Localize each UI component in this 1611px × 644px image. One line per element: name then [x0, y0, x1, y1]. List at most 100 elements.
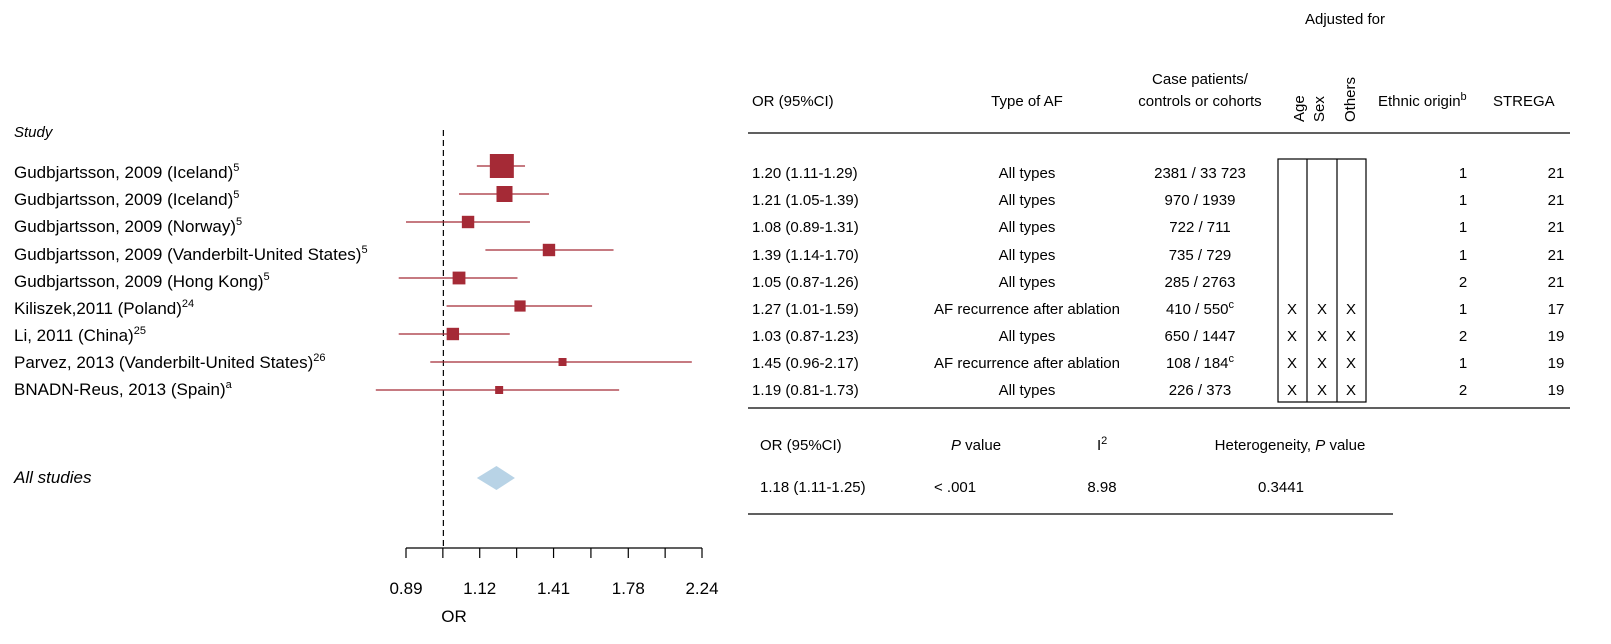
af-type-cell: All types	[999, 274, 1056, 291]
study-label-sup: a	[226, 379, 233, 391]
cases-cell: 970 / 1939	[1165, 192, 1236, 209]
study-label-text: Gudbjartsson, 2009 (Vanderbilt-United St…	[14, 245, 361, 264]
x-axis-ticks: 0.89 1.12 1.41 1.78 2.24	[389, 548, 719, 598]
strega-cell: 21	[1548, 192, 1565, 209]
pooled-estimate-diamond	[476, 466, 515, 490]
study-estimate-square	[446, 327, 460, 341]
summary-or-value: 1.18 (1.11-1.25)	[760, 479, 866, 496]
strega-cell: 19	[1548, 382, 1565, 399]
sex-adjusted-cell: X	[1317, 301, 1327, 318]
cases-text: 2381 / 33 723	[1154, 165, 1246, 182]
cases-cell: 2381 / 33 723	[1154, 165, 1246, 182]
summary-het-value: 0.3441	[1258, 479, 1304, 496]
cases-column-header-line2: controls or cohorts	[1138, 93, 1261, 110]
study-label-text: Li, 2011 (China)	[14, 326, 134, 345]
study-label-text: BNADN-Reus, 2013 (Spain)	[14, 380, 226, 399]
cases-text: 722 / 711	[1169, 219, 1230, 236]
summary-het-text: Heterogeneity,	[1215, 437, 1316, 454]
cases-cell: 410 / 550c	[1166, 299, 1235, 318]
study-estimate-square	[495, 386, 504, 394]
ethnic-cell: 1	[1459, 192, 1467, 209]
study-label: BNADN-Reus, 2013 (Spain)a	[14, 379, 233, 399]
strega-cell: 21	[1548, 165, 1565, 182]
ethnic-header-text: Ethnic origin	[1378, 93, 1461, 110]
af-type-cell: All types	[999, 328, 1056, 345]
study-label-sup: 5	[264, 271, 270, 283]
af-type-cell: All types	[999, 247, 1056, 264]
study-estimate-square	[461, 215, 475, 229]
age-adjusted-cell: X	[1287, 301, 1297, 318]
summary-i2-header: I2	[1097, 435, 1107, 454]
study-table: Adjusted for OR (95%CI) Type of AF Case …	[748, 11, 1570, 409]
study-label-sup: 5	[361, 244, 367, 256]
study-estimate-square	[496, 186, 513, 202]
study-estimate-square	[558, 358, 567, 366]
study-label: Parvez, 2013 (Vanderbilt-United States)2…	[14, 352, 325, 372]
af-type-cell: AF recurrence after ablation	[934, 301, 1120, 318]
x-tick-label: 1.41	[537, 579, 570, 598]
summary-p-letter: P	[951, 437, 961, 454]
strega-column-header: STREGA	[1493, 93, 1555, 110]
study-estimate-square	[452, 271, 466, 285]
or-ci-cell: 1.21 (1.05-1.39)	[752, 192, 859, 209]
summary-p-rest: value	[961, 437, 1001, 454]
cases-text: 226 / 373	[1169, 382, 1232, 399]
ethnic-cell: 2	[1459, 328, 1467, 345]
summary-het-p: P	[1315, 437, 1325, 454]
age-adjusted-cell: X	[1287, 328, 1297, 345]
study-label-text: Kiliszek,2011 (Poland)	[14, 299, 182, 318]
strega-cell: 17	[1548, 301, 1565, 318]
adjustment-grid-box	[1277, 158, 1367, 403]
study-label-sup: 26	[313, 352, 325, 364]
strega-cell: 19	[1548, 355, 1565, 372]
sex-adjusted-cell: X	[1317, 355, 1327, 372]
pooled-label: All studies	[13, 468, 92, 487]
cases-cell: 735 / 729	[1169, 247, 1232, 264]
or-ci-cell: 1.05 (0.87-1.26)	[752, 274, 859, 291]
age-adjusted-cell: X	[1287, 382, 1297, 399]
cases-text: 410 / 550	[1166, 301, 1229, 318]
cases-sup: c	[1229, 353, 1235, 365]
summary-table: OR (95%CI) P value I2 Heterogeneity, P v…	[748, 435, 1393, 515]
summary-i2-value: 8.98	[1087, 479, 1116, 496]
study-label: Kiliszek,2011 (Poland)24	[14, 298, 194, 318]
cases-cell: 226 / 373	[1169, 382, 1232, 399]
or-ci-cell: 1.39 (1.14-1.70)	[752, 247, 859, 264]
strega-cell: 21	[1548, 219, 1565, 236]
af-type-cell: All types	[999, 192, 1056, 209]
adjusted-for-header: Adjusted for	[1305, 11, 1385, 28]
af-type-cell: All types	[999, 219, 1056, 236]
others-adjusted-cell: X	[1346, 355, 1356, 372]
study-label-sup: 25	[134, 325, 146, 337]
study-label: Gudbjartsson, 2009 (Norway)5	[14, 216, 242, 236]
cases-cell: 108 / 184c	[1166, 353, 1235, 372]
summary-i2-letter: I	[1097, 437, 1101, 454]
ethnic-header-sup: b	[1461, 91, 1467, 103]
cases-text: 735 / 729	[1169, 247, 1232, 264]
cases-cell: 285 / 2763	[1165, 274, 1236, 291]
x-tick-label: 1.12	[463, 579, 496, 598]
or-ci-cell: 1.08 (0.89-1.31)	[752, 219, 859, 236]
sex-adjusted-cell: X	[1317, 328, 1327, 345]
or-ci-cell: 1.27 (1.01-1.59)	[752, 301, 859, 318]
type-column-header: Type of AF	[991, 93, 1063, 110]
study-label-text: Gudbjartsson, 2009 (Hong Kong)	[14, 272, 264, 291]
study-label: Gudbjartsson, 2009 (Iceland)5	[14, 189, 239, 209]
x-axis-label: OR	[441, 607, 467, 626]
study-label-text: Parvez, 2013 (Vanderbilt-United States)	[14, 353, 313, 372]
study-estimate-square	[514, 300, 526, 312]
others-adjusted-cell: X	[1346, 301, 1356, 318]
table-rows: 1.20 (1.11-1.29) All types 2381 / 33 723 1 2…	[752, 165, 1564, 399]
summary-p-value: < .001	[934, 479, 976, 496]
study-rows: Gudbjartsson, 2009 (Iceland)5 Gudbjartsso…	[14, 154, 692, 399]
x-tick-label: 2.24	[685, 579, 718, 598]
summary-het-rest: value	[1325, 437, 1365, 454]
ethnic-cell: 2	[1459, 382, 1467, 399]
x-tick-label: 1.78	[612, 579, 645, 598]
cases-cell: 650 / 1447	[1165, 328, 1236, 345]
ethnic-column-header: Ethnic originb	[1378, 91, 1467, 110]
ethnic-cell: 1	[1459, 355, 1467, 372]
cases-sup: c	[1229, 299, 1235, 311]
study-label-sup: 5	[233, 189, 239, 201]
